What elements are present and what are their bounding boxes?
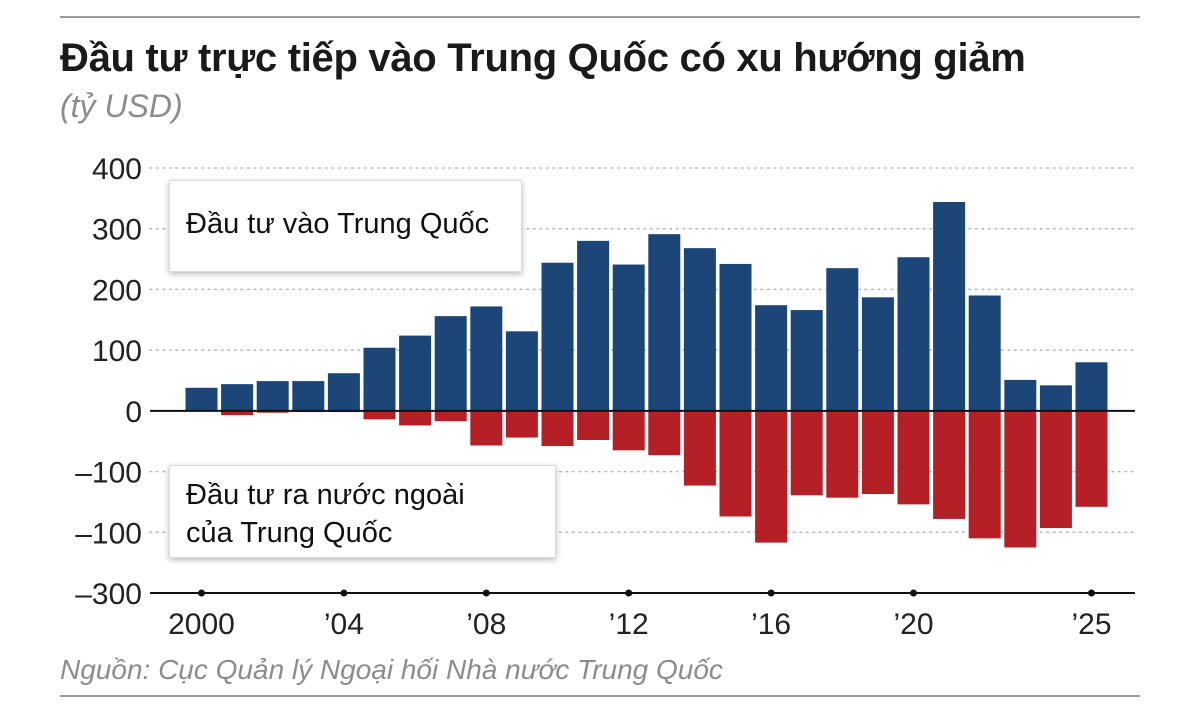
outflow-bar bbox=[505, 410, 538, 438]
outflow-bar bbox=[1004, 410, 1037, 548]
inflow-bar bbox=[256, 381, 289, 411]
y-tick-label: 400 bbox=[92, 153, 142, 186]
y-tick-label: 100 bbox=[92, 335, 142, 368]
outflow-bar bbox=[968, 410, 1001, 539]
x-tick-label: ’20 bbox=[893, 608, 933, 641]
x-tick-label: ’16 bbox=[751, 608, 791, 641]
top-rule bbox=[60, 16, 1140, 18]
x-tick-label: ’25 bbox=[1071, 608, 1111, 641]
inflow-bar bbox=[861, 297, 894, 411]
x-tick-mark bbox=[767, 589, 775, 597]
inflow-bar bbox=[683, 248, 716, 411]
inflow-callout: Đầu tư vào Trung Quốc bbox=[169, 180, 522, 272]
source-note: Nguồn: Cục Quản lý Ngoại hối Nhà nước Tr… bbox=[60, 654, 723, 685]
outflow-bar bbox=[399, 410, 432, 426]
y-tick-label: 0 bbox=[125, 396, 142, 429]
inflow-bar bbox=[185, 387, 218, 411]
outflow-bar bbox=[861, 410, 894, 495]
inflow-bar bbox=[755, 305, 788, 411]
inflow-bar bbox=[505, 331, 538, 411]
outflow-bar bbox=[755, 410, 788, 543]
outflow-bar bbox=[1039, 410, 1072, 529]
inflow-bar bbox=[292, 381, 325, 411]
x-tick-mark bbox=[482, 589, 490, 597]
inflow-bar bbox=[897, 257, 930, 411]
inflow-bar bbox=[719, 263, 752, 411]
bottom-rule bbox=[60, 695, 1140, 697]
inflow-bar bbox=[577, 240, 610, 411]
inflow-bar bbox=[933, 202, 966, 411]
inflow-bar bbox=[221, 384, 254, 411]
y-tick-label: –100 bbox=[75, 517, 142, 550]
inflow-bar bbox=[612, 264, 645, 411]
x-tick-mark bbox=[198, 589, 205, 597]
outflow-bar bbox=[719, 410, 752, 517]
outflow-bar bbox=[897, 410, 930, 505]
outflow-callout-label-line2: của Trung Quốc bbox=[186, 517, 393, 549]
inflow-bar bbox=[1039, 385, 1072, 411]
x-tick-mark bbox=[625, 589, 633, 597]
outflow-bar bbox=[541, 410, 574, 447]
y-tick-label: –100 bbox=[75, 457, 142, 490]
inflow-bar bbox=[434, 316, 467, 411]
x-tick-label: ’12 bbox=[609, 608, 649, 641]
outflow-bar bbox=[577, 410, 610, 440]
inflow-bar bbox=[327, 373, 360, 411]
outflow-callout-label-line1: Đầu tư ra nước ngoài bbox=[186, 479, 465, 511]
outflow-bar bbox=[683, 410, 716, 486]
inflow-bar bbox=[968, 295, 1001, 411]
inflow-bar bbox=[648, 234, 681, 411]
outflow-bar bbox=[826, 410, 859, 498]
outflow-bar bbox=[221, 410, 254, 416]
x-tick-label: 2000 bbox=[168, 608, 235, 641]
inflow-bar bbox=[1004, 379, 1037, 411]
inflow-bar bbox=[826, 268, 859, 411]
chart-title: Đầu tư trực tiếp vào Trung Quốc có xu hư… bbox=[60, 36, 1026, 80]
x-tick-label: ’04 bbox=[324, 608, 364, 641]
chart-subtitle: (tỷ USD) bbox=[60, 88, 183, 124]
y-tick-label: 200 bbox=[92, 274, 142, 307]
outflow-bar bbox=[1075, 410, 1108, 507]
outflow-bar bbox=[434, 410, 467, 422]
inflow-bar bbox=[541, 262, 574, 411]
outflow-bar bbox=[612, 410, 645, 451]
outflow-bar bbox=[470, 410, 503, 446]
inflow-callout-label: Đầu tư vào Trung Quốc bbox=[186, 208, 490, 240]
x-tick-mark bbox=[910, 589, 917, 597]
outflow-bar bbox=[933, 410, 966, 519]
x-tick-label: ’08 bbox=[466, 608, 506, 641]
inflow-bar bbox=[1075, 362, 1108, 411]
inflow-bar bbox=[470, 306, 503, 411]
outflow-bar bbox=[790, 410, 823, 496]
inflow-bar bbox=[790, 310, 823, 411]
y-tick-label: 300 bbox=[92, 214, 142, 247]
x-tick-mark bbox=[340, 589, 348, 597]
inflow-bar bbox=[363, 347, 396, 411]
outflow-callout: Đầu tư ra nước ngoài của Trung Quốc bbox=[169, 465, 556, 558]
x-tick-mark bbox=[1088, 589, 1095, 597]
y-tick-label: –300 bbox=[75, 578, 142, 611]
outflow-bar bbox=[363, 410, 396, 420]
inflow-bar bbox=[399, 335, 432, 411]
outflow-bar bbox=[648, 410, 681, 456]
